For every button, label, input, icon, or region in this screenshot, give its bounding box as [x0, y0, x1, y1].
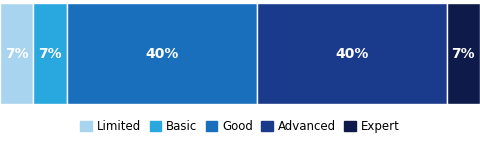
- Legend: Limited, Basic, Good, Advanced, Expert: Limited, Basic, Good, Advanced, Expert: [76, 115, 404, 138]
- Bar: [447, 3, 480, 104]
- Text: 40%: 40%: [335, 47, 368, 61]
- Bar: [33, 3, 67, 104]
- Text: 7%: 7%: [5, 47, 28, 61]
- Text: 7%: 7%: [452, 47, 475, 61]
- Text: 7%: 7%: [38, 47, 62, 61]
- Bar: [257, 3, 447, 104]
- Bar: [0, 3, 33, 104]
- Text: 40%: 40%: [145, 47, 178, 61]
- Bar: [67, 3, 257, 104]
